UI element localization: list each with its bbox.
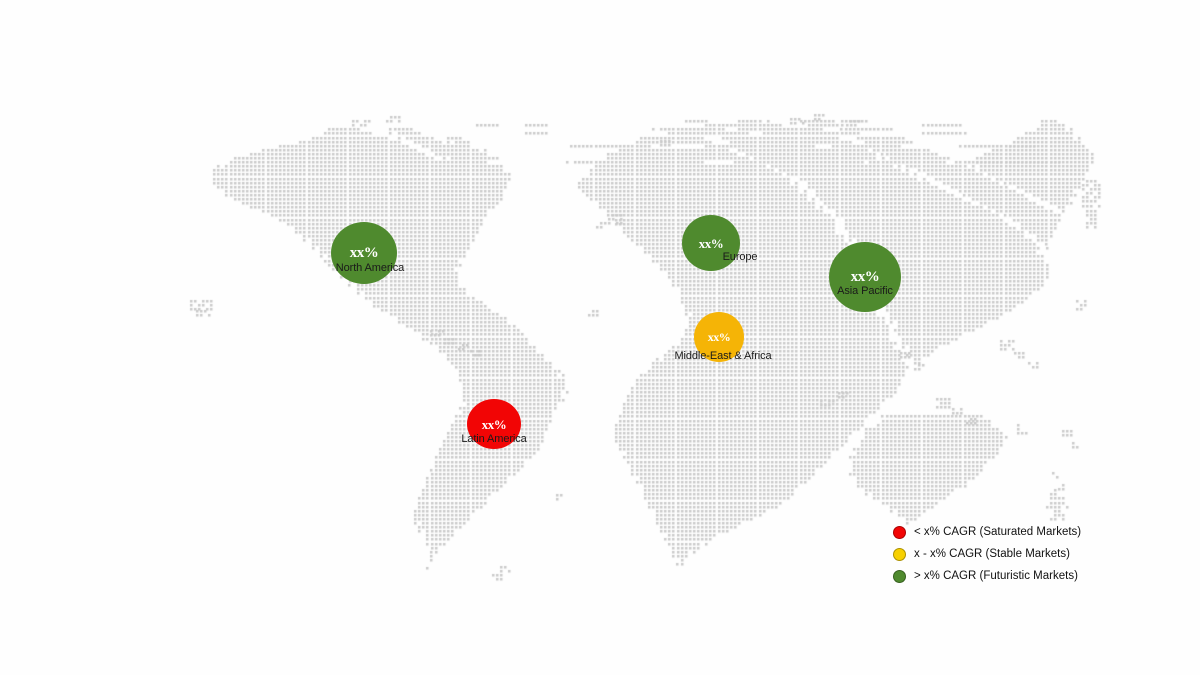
bubble-value-north-america: xx% — [349, 244, 379, 261]
bubble-circle-asia-pacific[interactable]: xx% — [829, 242, 901, 312]
cagr-legend: < x% CAGR (Saturated Markets) x - x% CAGR… — [893, 521, 1081, 587]
legend-stable-swatch-icon — [893, 547, 906, 561]
bubble-value-latin-america: xx% — [481, 416, 507, 432]
bubble-value-asia-pacific: xx% — [850, 268, 880, 285]
region-bubble-latin-america[interactable]: xx% Latin America — [461, 399, 527, 449]
bubble-label-europe: Europe — [722, 251, 758, 263]
legend-futuristic-text: > x% CAGR (Futuristic Markets) — [914, 570, 1078, 582]
bubble-label-asia-pacific: Asia Pacific — [837, 285, 893, 297]
legend-saturated[interactable]: < x% CAGR (Saturated Markets) — [893, 521, 1081, 543]
bubble-circle-europe[interactable]: xx% — [682, 215, 740, 271]
bubble-label-middle-east-africa: Middle-East & Africa — [674, 350, 772, 362]
region-bubble-middle-east-africa[interactable]: xx% Middle-East & Africa — [674, 312, 772, 362]
legend-stable[interactable]: x - x% CAGR (Stable Markets) — [893, 543, 1081, 565]
bubble-circle-middle-east-africa[interactable]: xx% — [694, 312, 744, 362]
region-bubble-europe[interactable]: xx% Europe — [682, 215, 758, 271]
bubble-value-middle-east-africa: xx% — [707, 330, 731, 344]
region-bubble-asia-pacific[interactable]: xx% Asia Pacific — [829, 242, 901, 312]
bubble-circle-north-america[interactable]: xx% — [331, 222, 397, 284]
legend-stable-text: x - x% CAGR (Stable Markets) — [914, 548, 1070, 560]
legend-futuristic-swatch-icon — [893, 569, 906, 583]
bubble-value-europe: xx% — [698, 235, 724, 251]
bubble-circle-latin-america[interactable]: xx% — [467, 399, 521, 449]
bubble-label-latin-america: Latin America — [461, 433, 527, 445]
region-bubble-north-america[interactable]: xx% North America — [331, 222, 404, 284]
legend-saturated-text: < x% CAGR (Saturated Markets) — [914, 526, 1082, 538]
legend-saturated-swatch-icon — [893, 525, 906, 539]
bubble-label-north-america: North America — [335, 262, 405, 274]
legend-futuristic[interactable]: > x% CAGR (Futuristic Markets) — [893, 565, 1081, 587]
